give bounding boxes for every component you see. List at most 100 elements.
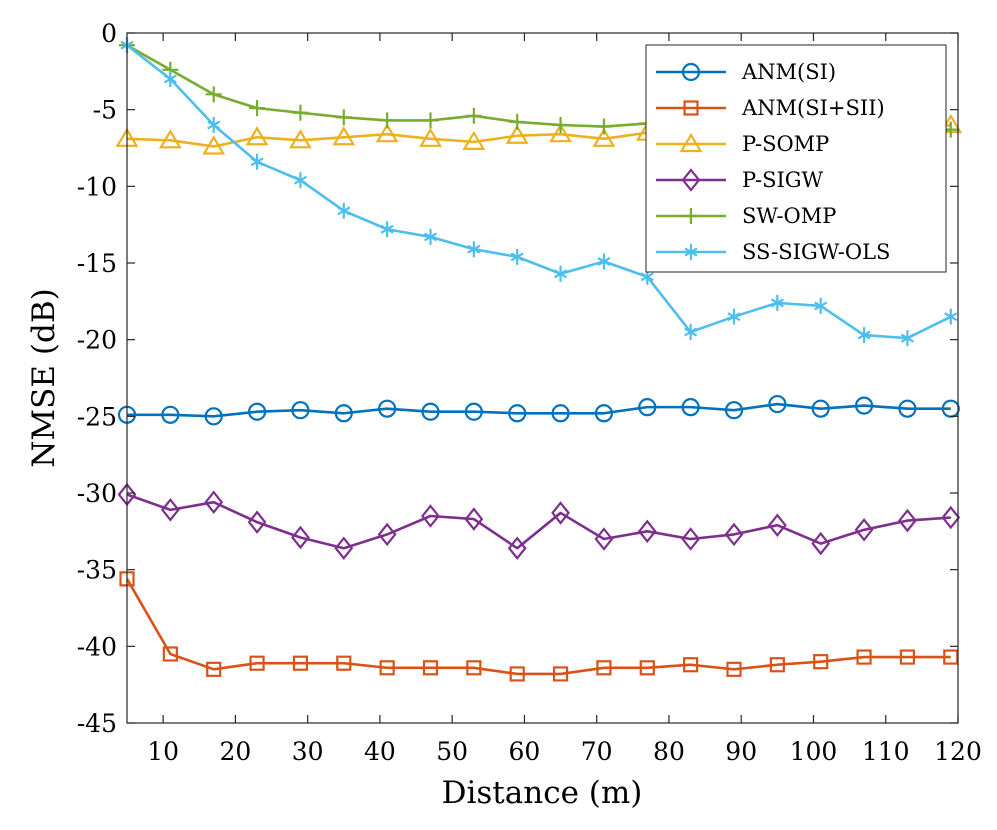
y-tick-label: -15: [77, 249, 117, 278]
data-point-anm-si: [421, 402, 440, 421]
data-point-p-somp: [288, 129, 312, 149]
legend-marker-p-sigw: [681, 168, 701, 192]
data-point-p-somp: [592, 127, 616, 147]
x-tick-label: 110: [862, 737, 910, 766]
y-tick-label: -20: [77, 326, 117, 355]
y-tick-label: -35: [77, 556, 117, 585]
data-point-sw-omp: [249, 100, 266, 117]
data-point-ss-sigw-ols: [467, 241, 481, 258]
x-tick-label: 30: [292, 737, 324, 766]
data-point-anm-si-sii: [466, 660, 482, 676]
data-point-p-somp: [549, 123, 572, 143]
data-point-ss-sigw-ols: [597, 253, 611, 270]
data-point-p-somp: [462, 130, 486, 150]
data-point-ss-sigw-ols: [337, 202, 351, 219]
legend-marker-ss-sigw-ols: [684, 244, 698, 260]
data-point-sw-omp: [552, 117, 569, 133]
data-point-ss-sigw-ols: [944, 308, 958, 325]
data-point-p-somp: [419, 127, 442, 147]
data-point-p-sigw: [854, 518, 874, 542]
data-point-anm-si: [247, 402, 267, 421]
data-point-anm-si: [464, 402, 483, 421]
data-point-anm-si-sii: [899, 649, 916, 665]
x-tick-label: 80: [653, 737, 685, 766]
data-point-sw-omp: [422, 112, 439, 129]
data-point-ss-sigw-ols: [857, 327, 871, 344]
legend: ANM(SI) ANM(SI+SII) P-SOMP P-SIGW SW-OMP SS-S…: [645, 44, 947, 273]
data-point-sw-omp: [379, 112, 396, 129]
data-point-anm-si-sii: [292, 655, 309, 671]
data-point-ss-sigw-ols: [554, 265, 568, 282]
x-tick-label: 10: [147, 737, 179, 766]
data-point-p-sigw: [247, 510, 267, 534]
series-ss-sigw-ols: [120, 37, 958, 347]
data-point-p-somp: [375, 123, 399, 143]
data-point-anm-si-sii: [769, 657, 785, 673]
legend-marker-anm-si: [681, 62, 701, 82]
data-point-anm-si-sii: [596, 660, 612, 676]
data-point-sw-omp: [465, 107, 482, 124]
data-point-p-sigw: [377, 522, 397, 547]
legend-label-anm-si: ANM(SI): [741, 60, 836, 84]
legend-marker-sw-omp: [683, 208, 699, 224]
data-point-ss-sigw-ols: [727, 308, 741, 325]
legend-label-ss-sigw-ols: SS-SIGW-OLS: [742, 240, 890, 264]
data-point-anm-si-sii: [943, 649, 959, 665]
y-tick-label: -25: [77, 402, 117, 431]
data-point-ss-sigw-ols: [207, 117, 221, 133]
data-point-ss-sigw-ols: [770, 294, 784, 311]
data-point-p-sigw: [507, 536, 527, 560]
x-tick-label: 20: [219, 737, 251, 766]
data-point-p-somp: [332, 126, 356, 146]
data-point-anm-si: [768, 394, 787, 414]
data-point-ss-sigw-ols: [293, 172, 307, 189]
legend-label-sw-omp: SW-OMP: [742, 204, 836, 228]
legend-marker-p-somp: [679, 132, 703, 153]
data-point-p-somp: [505, 124, 529, 144]
data-point-ss-sigw-ols: [250, 153, 264, 170]
data-point-anm-si: [724, 401, 744, 420]
y-tick-label: -10: [77, 172, 117, 201]
series-anm-si-sii: [119, 571, 959, 682]
data-point-p-sigw: [334, 536, 354, 560]
data-point-anm-si-sii: [856, 649, 872, 665]
data-point-p-sigw: [811, 531, 831, 556]
y-tick-label: -45: [77, 709, 117, 738]
data-point-anm-si-sii: [162, 646, 178, 662]
data-point-p-sigw: [204, 490, 224, 514]
data-point-anm-si: [204, 407, 223, 426]
data-point-ss-sigw-ols: [380, 221, 394, 238]
data-point-p-somp: [158, 129, 182, 149]
data-point-p-sigw: [464, 507, 484, 531]
data-point-ss-sigw-ols: [163, 71, 177, 87]
data-point-anm-si: [291, 401, 310, 420]
data-point-sw-omp: [509, 113, 526, 130]
data-point-p-sigw: [681, 527, 701, 551]
data-point-anm-si: [378, 399, 397, 418]
data-point-sw-omp: [335, 109, 352, 126]
legend-marker-anm-si-sii: [683, 100, 699, 116]
data-point-anm-si: [334, 404, 353, 423]
data-point-anm-si: [638, 398, 657, 417]
data-point-sw-omp: [292, 104, 309, 121]
data-point-p-sigw: [421, 504, 440, 528]
data-point-anm-si-sii: [683, 657, 699, 673]
data-point-ss-sigw-ols: [814, 297, 828, 314]
x-tick-label: 120: [934, 737, 982, 766]
legend-label-anm-si-sii: ANM(SI+SII): [741, 96, 885, 120]
data-point-anm-si-sii: [336, 655, 352, 671]
data-point-anm-si: [508, 404, 527, 423]
y-tick-label: -40: [77, 632, 117, 661]
data-point-p-sigw: [160, 498, 180, 522]
data-point-p-somp: [202, 135, 226, 155]
data-point-anm-si-sii: [726, 661, 742, 677]
data-point-anm-si-sii: [813, 654, 829, 670]
data-point-anm-si-sii: [509, 666, 525, 682]
x-axis-label: Distance (m): [442, 775, 643, 811]
data-point-anm-si: [681, 398, 700, 417]
data-point-anm-si-sii: [552, 666, 569, 682]
x-tick-label: 60: [509, 737, 541, 766]
series-anm-si: [117, 394, 960, 426]
data-point-p-somp: [245, 126, 269, 146]
